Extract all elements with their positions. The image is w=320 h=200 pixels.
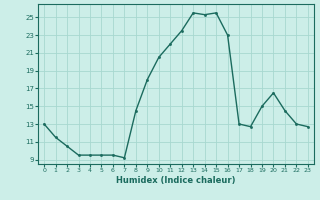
X-axis label: Humidex (Indice chaleur): Humidex (Indice chaleur) — [116, 176, 236, 185]
